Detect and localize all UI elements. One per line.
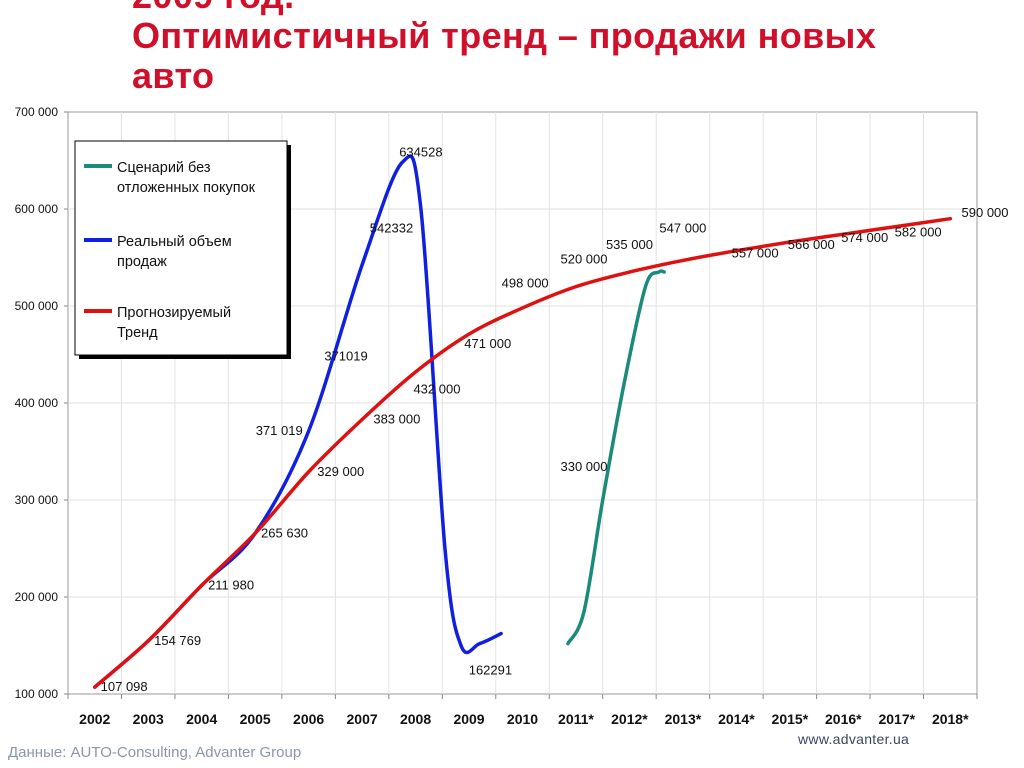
axes: 100 000 200 000 300 000 400 000 500 000 600 0…: [15, 105, 978, 727]
grid: [68, 112, 977, 694]
data-label: 432 000: [413, 381, 460, 396]
x-tick-label: 2007: [347, 711, 378, 727]
data-label: 211 980: [208, 577, 254, 592]
data-label: 471 000: [464, 336, 511, 351]
data-label: 582 000: [895, 224, 942, 239]
x-tick-label: 2015*: [772, 711, 809, 727]
x-tick-label: 2002: [79, 711, 110, 727]
series-lines: [92, 154, 953, 689]
series-line-trend: [92, 216, 953, 689]
title-line-1: 2009 год.: [132, 0, 1012, 16]
data-label: 330 000: [560, 459, 607, 474]
title-line-2: Оптимистичный тренд – продажи новых: [132, 15, 877, 56]
x-tick-label: 2013*: [665, 711, 702, 727]
data-label: 107 098: [101, 679, 148, 694]
y-tick-label: 500 000: [15, 299, 59, 313]
data-label: 329 000: [317, 464, 364, 479]
x-tick-label: 2009: [453, 711, 484, 727]
x-tick-label: 2004: [186, 711, 217, 727]
legend: Сценарий без отложенных покупок Реальный…: [74, 140, 291, 359]
data-label: 574 000: [841, 230, 888, 245]
y-tick-label: 600 000: [15, 202, 59, 216]
data-label: 371 019: [256, 423, 303, 438]
legend-box: [74, 140, 288, 356]
data-labels: 107 098 154 769 211 980 265 630 371 019 329 0…: [101, 145, 1009, 694]
y-tick-label: 200 000: [15, 590, 59, 604]
y-tick-label: 700 000: [15, 105, 59, 119]
x-tick-label: 2016*: [825, 711, 862, 727]
y-tick-label: 300 000: [15, 493, 59, 507]
data-label: 557 000: [732, 246, 779, 261]
series-line-scenario: [566, 269, 666, 646]
data-label: 383 000: [373, 411, 420, 426]
data-label: 547 000: [659, 220, 706, 235]
x-tick-label: 2012*: [611, 711, 648, 727]
legend-label-real-2: продаж: [117, 254, 167, 270]
x-tick-label: 2014*: [718, 711, 755, 727]
y-tick-label: 100 000: [15, 687, 59, 701]
y-tick-label: 400 000: [15, 396, 59, 410]
data-label: 265 630: [261, 525, 308, 540]
data-label: 566 000: [788, 237, 835, 252]
data-label: 590 000: [962, 205, 1009, 220]
legend-label-trend-1: Прогнозируемый: [117, 305, 231, 321]
data-label: 162291: [469, 663, 512, 678]
data-label: 154 769: [154, 633, 201, 648]
legend-label-scenario-2: отложенных покупок: [117, 180, 256, 196]
data-label: 498 000: [502, 276, 549, 291]
x-tick-label: 2010: [507, 711, 538, 727]
data-label: 535 000: [606, 237, 653, 252]
slide-title: 2009 год. Оптимистичный тренд – продажи …: [132, 0, 1012, 96]
data-label: 542332: [370, 220, 413, 235]
data-label: 520 000: [560, 251, 607, 266]
legend-label-scenario-1: Сценарий без: [117, 160, 211, 176]
x-tick-label: 2006: [293, 711, 324, 727]
source-note: Данные: AUTO-Consulting, Advanter Group: [8, 744, 302, 761]
x-tick-label: 2003: [133, 711, 164, 727]
data-label: 371019: [324, 348, 367, 363]
x-tick-label: 2017*: [878, 711, 915, 727]
x-tick-label: 2018*: [932, 711, 969, 727]
x-tick-label: 2005: [240, 711, 271, 727]
title-line-3: авто: [132, 55, 215, 96]
x-tick-label: 2011*: [558, 711, 594, 727]
legend-label-trend-2: Тренд: [117, 325, 158, 341]
site-url: www.advanter.ua: [798, 731, 910, 747]
x-tick-label: 2008: [400, 711, 431, 727]
legend-label-real-1: Реальный объем: [117, 234, 232, 250]
data-label: 634528: [399, 145, 442, 160]
